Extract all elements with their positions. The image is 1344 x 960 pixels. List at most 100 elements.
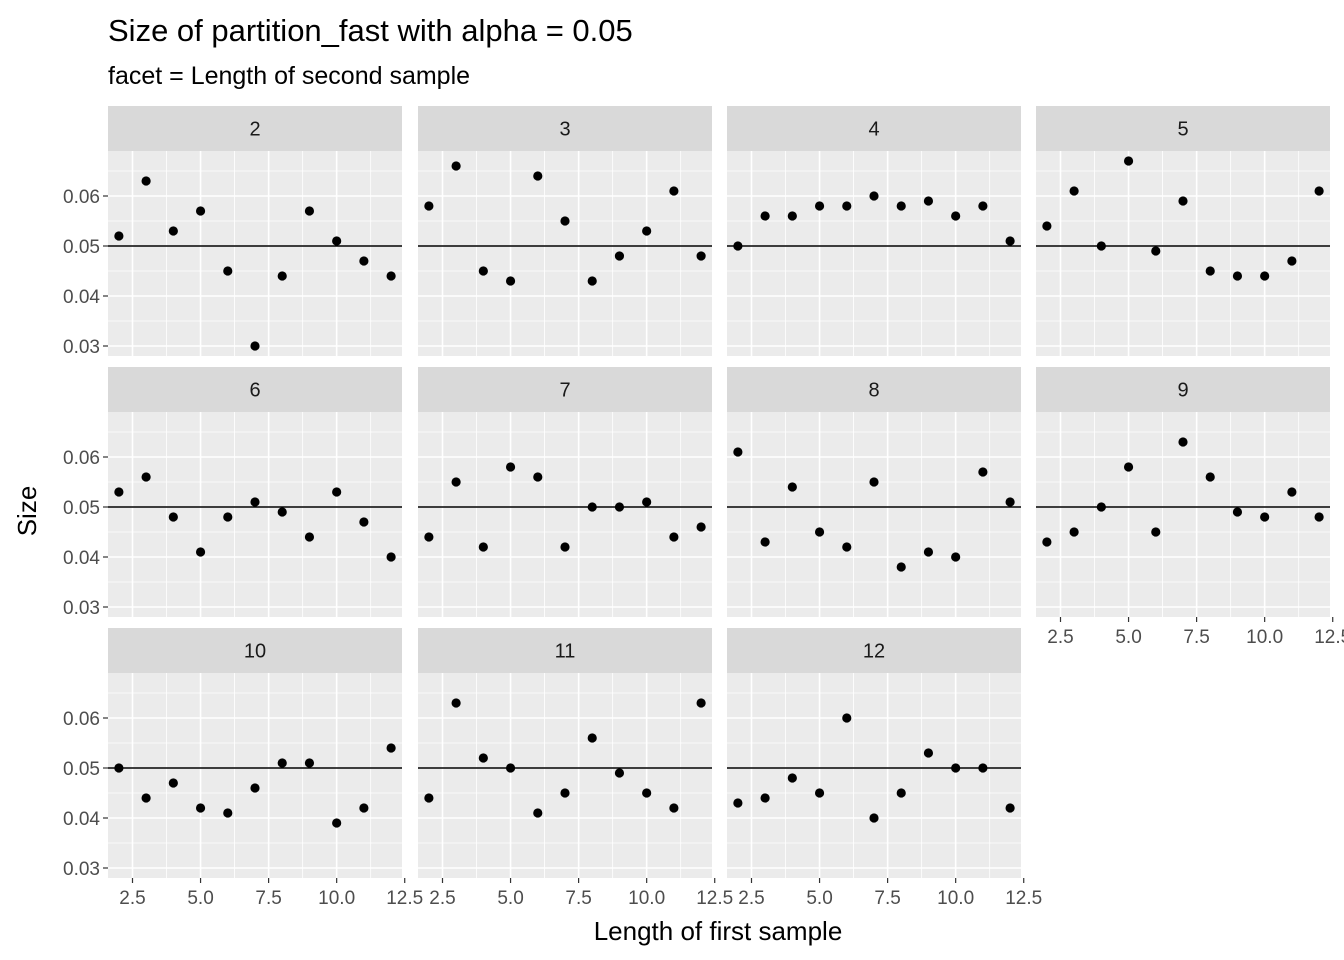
data-point (1151, 527, 1161, 537)
x-tick-label: 7.5 (565, 888, 591, 909)
data-point (359, 803, 369, 813)
panel-background (1036, 151, 1330, 356)
x-tick-label: 10.0 (937, 888, 974, 909)
data-point (114, 231, 124, 241)
data-point (1005, 236, 1015, 246)
data-point (869, 191, 879, 201)
facet-panels: 2 0.03 0.04 0.05 0.06 3 4 5 6 0.03 0.04 0.05 0.06 7 8 9… (63, 106, 1344, 909)
x-tick-label: 5.0 (1115, 627, 1141, 648)
panel-background (727, 412, 1021, 617)
facet-strip-label: 11 (555, 641, 576, 663)
data-point (195, 547, 206, 557)
data-point (424, 793, 434, 803)
facet-strip-label: 6 (249, 380, 260, 402)
data-point (814, 788, 825, 798)
data-point (332, 818, 342, 828)
data-point (168, 226, 178, 236)
panel-background (727, 673, 1021, 878)
facet-panel-12: 12 2.5 5.0 7.5 10.0 12.5 (727, 628, 1042, 909)
y-tick-label: 0.03 (63, 337, 100, 358)
data-point (1287, 487, 1297, 497)
y-tick-label: 0.03 (63, 859, 100, 880)
data-point (223, 808, 233, 818)
panel-background (727, 151, 1021, 356)
data-point (1260, 271, 1270, 281)
facet-strip (108, 628, 402, 673)
data-point (951, 211, 961, 221)
data-point (478, 266, 488, 276)
facet-panel-9: 9 2.5 5.0 7.5 10.0 12.5 (1036, 367, 1344, 648)
data-point (642, 497, 652, 507)
data-point (587, 733, 597, 743)
data-point (669, 532, 679, 542)
data-point (304, 206, 315, 216)
data-point (1042, 221, 1052, 231)
data-point (1205, 266, 1215, 276)
facet-strip (108, 367, 402, 412)
data-point (896, 788, 906, 798)
x-tick-label: 5.0 (806, 888, 832, 909)
facet-strip (418, 628, 712, 673)
data-point (1042, 537, 1052, 547)
data-point (1314, 512, 1324, 522)
data-point (1005, 497, 1015, 507)
x-tick-label: 2.5 (119, 888, 145, 909)
data-point (304, 532, 315, 542)
facet-strip-label: 9 (1177, 380, 1188, 402)
data-point (114, 487, 124, 497)
data-point (814, 201, 825, 211)
data-point (760, 793, 770, 803)
data-point (587, 502, 597, 512)
data-point (642, 788, 652, 798)
data-point (533, 808, 543, 818)
data-point (424, 201, 434, 211)
data-point (560, 542, 570, 552)
facet-strip (1036, 367, 1330, 412)
facet-panel-7: 7 (418, 367, 712, 617)
data-point (478, 542, 488, 552)
data-point (1314, 186, 1324, 196)
facet-panel-11: 11 2.5 5.0 7.5 10.0 12.5 (418, 628, 733, 909)
data-point (642, 226, 652, 236)
data-point (696, 698, 706, 708)
data-point (614, 768, 625, 778)
x-tick-label: 7.5 (874, 888, 900, 909)
facet-strip-label: 8 (868, 380, 879, 402)
data-point (978, 467, 988, 477)
panel-background (108, 412, 402, 617)
x-tick-label: 5.0 (497, 888, 523, 909)
data-point (669, 803, 679, 813)
x-tick-label: 2.5 (429, 888, 455, 909)
facet-strip-label: 2 (249, 119, 260, 141)
chart-subtitle: facet = Length of second sample (108, 62, 470, 90)
data-point (1232, 271, 1243, 281)
x-tick-label: 12.5 (1314, 627, 1344, 648)
data-point (505, 462, 516, 472)
facet-strip (108, 106, 402, 151)
data-point (1178, 196, 1188, 206)
facet-strip (1036, 106, 1330, 151)
y-tick-label: 0.04 (63, 548, 100, 569)
data-point (896, 201, 906, 211)
panel-background (108, 151, 402, 356)
data-point (386, 552, 396, 562)
panel-background (418, 412, 712, 617)
data-point (1096, 241, 1106, 251)
facet-strip-label: 12 (863, 641, 885, 663)
data-point (1123, 462, 1134, 472)
facet-strip (418, 367, 712, 412)
data-point (951, 763, 961, 773)
x-tick-label: 5.0 (187, 888, 213, 909)
y-tick-label: 0.05 (63, 498, 100, 519)
data-point (223, 512, 233, 522)
data-point (896, 562, 906, 572)
y-tick-label: 0.05 (63, 237, 100, 258)
panel-background (418, 673, 712, 878)
data-point (386, 271, 396, 281)
x-tick-label: 7.5 (1183, 627, 1209, 648)
data-point (560, 788, 570, 798)
facet-panel-3: 3 (418, 106, 712, 356)
x-tick-label: 7.5 (255, 888, 281, 909)
y-tick-label: 0.04 (63, 287, 100, 308)
facet-panel-5: 5 (1036, 106, 1330, 356)
